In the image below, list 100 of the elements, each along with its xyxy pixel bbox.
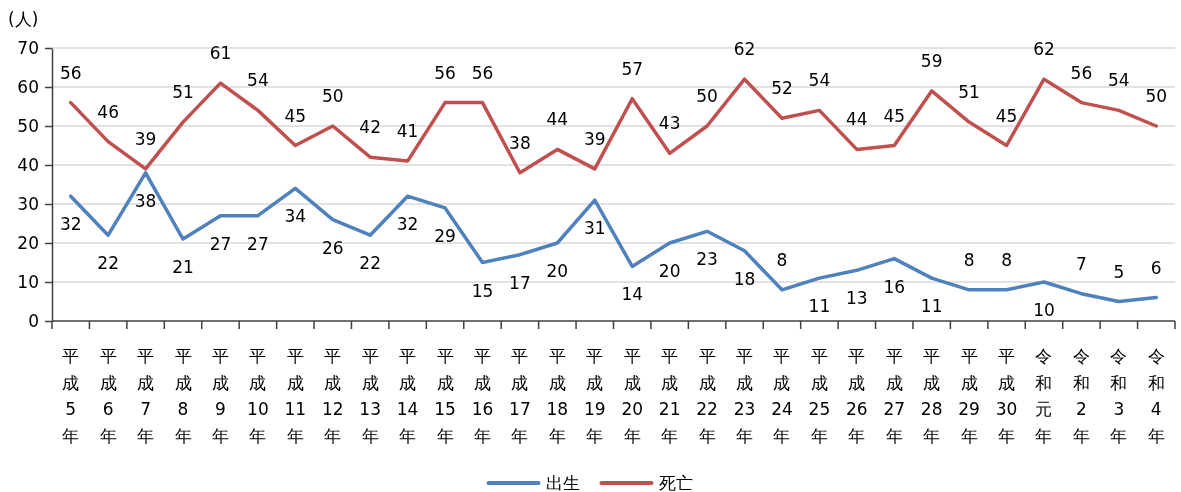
data-label: 13 [846, 288, 868, 309]
data-label: 57 [621, 58, 644, 79]
data-label: 42 [359, 117, 381, 138]
data-label: 54 [808, 70, 831, 91]
data-label: 56 [59, 62, 82, 83]
x-tick-label: 平成8年 [174, 346, 192, 446]
data-label: 22 [359, 253, 381, 274]
x-tick-label: 平成17年 [509, 346, 531, 446]
data-label: 18 [733, 268, 756, 289]
data-label: 51 [958, 82, 980, 103]
data-label: 44 [846, 109, 868, 130]
data-label: 34 [284, 206, 307, 227]
x-tick-label: 平成19年 [583, 346, 606, 446]
data-label: 43 [658, 113, 681, 134]
data-label: 56 [434, 62, 456, 83]
y-tick-label: 30 [17, 193, 39, 214]
data-label: 15 [471, 280, 494, 301]
x-tick-label: 平成30年 [995, 346, 1018, 446]
y-axis-title: (人) [8, 9, 39, 29]
x-tick-label: 令和元年 [1035, 346, 1053, 446]
x-tick-label: 平成9年 [211, 346, 229, 446]
data-label: 44 [546, 109, 569, 130]
data-label: 31 [583, 218, 606, 239]
x-tick-label: 平成22年 [696, 346, 718, 446]
y-tick-label: 50 [17, 115, 39, 136]
data-label: 62 [1033, 39, 1055, 60]
data-label: 8 [1001, 249, 1012, 270]
x-tick-label: 平成12年 [321, 346, 344, 446]
data-label: 8 [776, 249, 788, 270]
x-tick-label: 平成13年 [359, 346, 381, 446]
y-tick-label: 70 [17, 37, 39, 58]
data-label: 45 [284, 105, 307, 126]
data-label: 45 [995, 105, 1018, 126]
data-label: 8 [963, 249, 975, 270]
data-label: 10 [1033, 300, 1055, 320]
legend-label: 死亡 [658, 473, 693, 492]
x-tick-label: 平成5年 [62, 346, 80, 446]
x-tick-label: 平成15年 [434, 346, 456, 446]
data-label: 39 [134, 128, 157, 149]
x-tick-label: 令和4年 [1147, 346, 1165, 446]
x-tick-label: 平成21年 [658, 346, 681, 446]
x-tick-label: 平成29年 [958, 346, 980, 446]
data-label: 50 [321, 86, 344, 106]
x-tick-label: 平成26年 [846, 346, 868, 446]
x-tick-label: 令和3年 [1110, 346, 1128, 446]
data-label: 27 [209, 233, 232, 254]
data-label: 59 [920, 50, 943, 71]
y-tick-label: 0 [28, 310, 39, 331]
data-label: 7 [1076, 253, 1087, 274]
x-tick-label: 平成10年 [247, 346, 269, 446]
data-label: 39 [583, 128, 606, 149]
data-label: 51 [172, 82, 194, 103]
data-label: 21 [172, 257, 194, 278]
data-label: 11 [808, 296, 831, 317]
data-label: 6 [1150, 257, 1162, 278]
data-label: 11 [920, 296, 943, 317]
y-tick-label: 10 [17, 271, 39, 292]
x-tick-label: 平成14年 [396, 346, 419, 446]
data-label: 41 [396, 121, 419, 142]
x-tick-label: 平成16年 [471, 346, 494, 446]
data-label: 62 [733, 39, 756, 60]
x-tick-label: 令和2年 [1072, 346, 1090, 446]
data-label: 54 [1108, 70, 1130, 91]
x-tick-label: 平成28年 [920, 346, 943, 446]
data-label: 54 [247, 70, 269, 91]
x-tick-label: 平成23年 [733, 346, 756, 446]
data-label: 38 [509, 132, 531, 153]
data-label: 38 [134, 190, 157, 211]
data-label: 46 [97, 101, 119, 122]
data-label: 50 [696, 86, 718, 106]
data-label: 56 [1070, 62, 1093, 83]
data-label: 20 [658, 261, 681, 281]
data-label: 16 [883, 276, 906, 297]
x-tick-label: 平成18年 [546, 346, 569, 446]
data-label: 20 [546, 261, 569, 281]
x-tick-label: 平成11年 [284, 346, 307, 446]
data-label: 32 [59, 214, 82, 235]
data-label: 32 [396, 214, 419, 235]
y-tick-label: 20 [17, 232, 39, 253]
x-tick-label: 平成20年 [621, 346, 644, 446]
y-tick-label: 40 [17, 154, 39, 175]
data-label: 61 [209, 43, 232, 64]
data-label: 22 [97, 253, 119, 274]
data-label: 45 [883, 105, 906, 126]
data-label: 23 [696, 249, 718, 270]
data-label: 17 [509, 272, 531, 293]
data-label: 27 [247, 233, 269, 254]
x-tick-label: 平成27年 [883, 346, 906, 446]
data-label: 29 [434, 225, 456, 246]
legend-label: 出生 [545, 473, 580, 492]
data-label: 52 [771, 78, 793, 99]
data-label: 50 [1145, 86, 1168, 106]
x-tick-label: 平成7年 [137, 346, 155, 446]
data-label: 56 [471, 62, 494, 83]
data-label: 5 [1113, 261, 1125, 282]
x-tick-label: 平成6年 [99, 346, 117, 446]
y-tick-label: 60 [17, 76, 39, 97]
x-tick-label: 平成24年 [771, 346, 793, 446]
x-tick-label: 平成25年 [808, 346, 831, 446]
data-label: 26 [321, 237, 344, 258]
